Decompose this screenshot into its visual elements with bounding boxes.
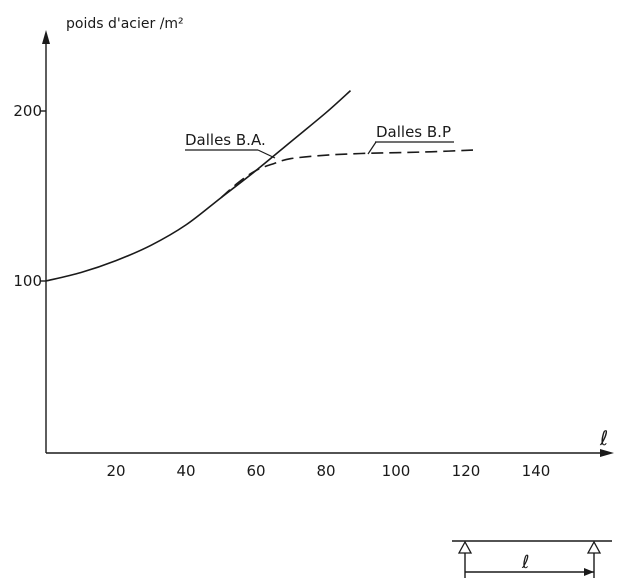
series-label-bp: Dalles B.P [376,123,451,141]
right-support-icon [586,540,602,554]
axes [42,30,614,457]
y-tick-label: 200 [13,102,42,120]
y-axis-label: poids d'acier /m² [66,16,184,32]
series-group [45,90,474,282]
x-tick-label: 40 [176,462,195,480]
left-support-icon [457,540,473,554]
series-label-ba: Dalles B.A. [185,131,266,149]
x-tick-label: 140 [522,462,551,480]
span-diagram: ℓ [452,540,612,578]
x-tick-label: 120 [452,462,481,480]
series-line-ba [45,90,352,282]
series-line-bp [220,149,474,199]
span-label: ℓ [521,552,529,573]
series-label-ba-group: Dalles B.A. [185,131,276,159]
x-tick-label: 60 [246,462,265,480]
series-label-bp-leader [367,141,377,155]
x-tick-label: 80 [316,462,335,480]
y-ticks: 100 200 [13,102,46,290]
y-tick-label: 100 [13,272,42,290]
x-axis-label: ℓ [599,426,608,450]
x-ticks: 20 40 60 80 100 120 140 [106,462,550,480]
span-dimension-arrow [584,568,594,576]
series-label-bp-group: Dalles B.P [367,123,454,155]
x-tick-label: 100 [382,462,411,480]
x-tick-label: 20 [106,462,125,480]
series-label-ba-leader [257,149,276,159]
x-axis-arrow [600,449,614,457]
y-axis-arrow [42,30,50,44]
